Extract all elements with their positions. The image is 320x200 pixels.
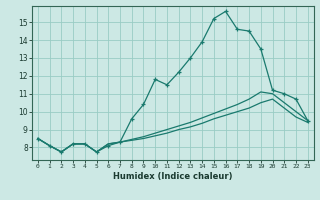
X-axis label: Humidex (Indice chaleur): Humidex (Indice chaleur) bbox=[113, 172, 233, 181]
